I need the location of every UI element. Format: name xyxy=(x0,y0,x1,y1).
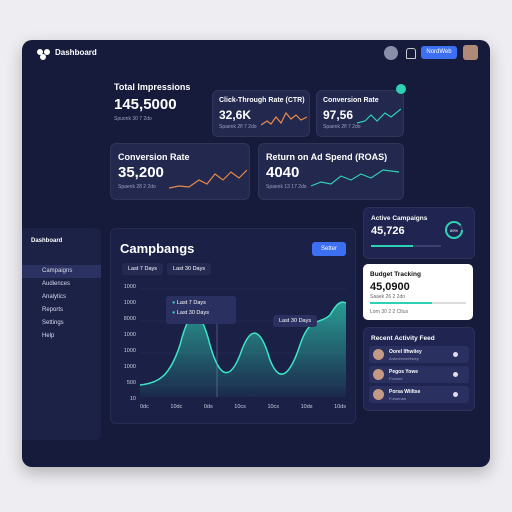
feed-avatar xyxy=(373,349,384,360)
menu-item[interactable]: Analytics xyxy=(42,294,67,300)
x-label: 10dc xyxy=(170,404,183,410)
y-label: 500 xyxy=(126,380,136,386)
feed-list: Oorel Ifhwiiey Ardechnonfewey Pegos Yowe Fo… xyxy=(369,346,469,406)
card-title: Conversion Rate xyxy=(118,152,190,162)
feed-name: Pegos Yowe xyxy=(389,369,418,375)
menu-item[interactable]: Campaigns xyxy=(42,268,73,274)
feed-dot xyxy=(453,352,458,357)
tooltip: Last 30 Days xyxy=(273,315,318,327)
card-sub: Spaenk 13 17 2do xyxy=(266,184,307,190)
main-title: Campbangs xyxy=(120,241,195,256)
x-label: 0ds xyxy=(203,404,213,410)
x-label: 10cs xyxy=(234,404,246,410)
ring-label: 89% xyxy=(449,228,458,233)
menu-item[interactable]: Settings xyxy=(42,320,64,326)
feed-avatar xyxy=(373,369,384,380)
x-label: 0dc xyxy=(140,404,149,410)
card-value: 35,200 xyxy=(118,164,164,181)
ring xyxy=(445,221,463,239)
progress xyxy=(370,302,466,304)
x-label: 10ds xyxy=(300,404,313,410)
y-label: 1000 xyxy=(123,348,136,354)
sparkline xyxy=(169,169,247,189)
feed-dot xyxy=(453,392,458,397)
bell-icon[interactable] xyxy=(406,48,416,59)
card-title: Active Campaigns xyxy=(371,215,428,222)
feed-card: Recent Activity Feed Oorel Ifhwiiey Ardec… xyxy=(363,327,475,411)
x-labels: 0dc 10dc 0ds 10cs 10cs 10ds 10ds xyxy=(140,404,346,410)
sidebar xyxy=(22,228,101,440)
user-avatar[interactable] xyxy=(463,45,478,60)
card-sub: Spaenk 28 2 2do xyxy=(118,184,156,190)
card-title: Total Impressions xyxy=(114,82,191,92)
sidebar-menu: Campaigns Audiences Analytics Reports Se… xyxy=(22,265,101,343)
progress xyxy=(371,245,441,247)
card-title: Budget Tracking xyxy=(370,271,421,278)
sidebar-title: Dashboard xyxy=(31,238,63,244)
menu-item[interactable]: Reports xyxy=(42,307,64,313)
sparkline xyxy=(357,108,401,124)
legend-item: ● Last 30 Days xyxy=(172,310,209,316)
card-title: Conversion Rate xyxy=(323,97,379,104)
feed-item: Oorel Ifhwiiey Ardechnonfewey xyxy=(369,346,469,363)
feed-title: Recent Activity Feed xyxy=(371,335,435,342)
legend-item: ● Last 7 Days xyxy=(172,300,206,306)
card-conversion-2: Conversion Rate 35,200 Spaenk 28 2 2do xyxy=(110,143,250,200)
card-value: 45,726 xyxy=(371,225,405,237)
legend-popup: ● Last 7 Days ● Last 30 Days xyxy=(166,296,236,324)
avatar[interactable] xyxy=(384,46,398,60)
card-ctr: Click-Through Rate (CTR) 32,6K Spaenk 2f… xyxy=(212,90,310,137)
card-value: 97,56 xyxy=(323,108,354,122)
x-label: 10cs xyxy=(267,404,280,410)
card-title: Click-Through Rate (CTR) xyxy=(219,97,305,104)
card-value: 32,6K xyxy=(219,108,252,122)
y-label: 1000 xyxy=(123,284,136,290)
sparkline xyxy=(311,169,399,187)
y-label: 1000 xyxy=(123,300,136,306)
card-title: Return on Ad Spend (ROAS) xyxy=(266,152,388,162)
header-title: Dashboard xyxy=(55,48,97,57)
card-impressions: Total Impressions 145,5000 Spuonk 30 7 2… xyxy=(114,82,190,122)
feed-avatar xyxy=(373,389,384,400)
y-label: 1000 xyxy=(123,332,136,338)
card-value: 145,5000 xyxy=(114,96,177,113)
logo xyxy=(36,47,52,60)
feed-name: Porsa Wiiltse xyxy=(389,389,421,395)
menu-item[interactable]: Audiences xyxy=(42,281,71,287)
card-sub: Spaenk 2fl 7 2do xyxy=(323,124,361,130)
sidebar-active xyxy=(22,265,101,278)
card-value: 4040 xyxy=(266,164,300,181)
main-button[interactable]: Setter xyxy=(312,242,346,256)
y-label: 1000 xyxy=(123,364,136,370)
active-card: Active Campaigns 45,726 89% xyxy=(363,207,475,259)
card-roas: Return on Ad Spend (ROAS) 4040 Spaenk 13… xyxy=(258,143,404,200)
tab[interactable]: Last 30 Days xyxy=(167,263,212,275)
feed-sub: Ardechnonfewey xyxy=(389,356,419,361)
y-label: 10 xyxy=(129,396,136,402)
card-foot: Lorn 30 2 2 Cltus xyxy=(370,309,409,315)
card-conversion: Conversion Rate 97,56 Spaenk 2fl 7 2do xyxy=(316,90,404,137)
card-sub: Spuonk 30 7 2do xyxy=(114,116,152,122)
y-labels: 1000 1000 8000 1000 1000 1000 500 10 xyxy=(118,284,136,412)
feed-sub: Fonuee xyxy=(389,376,403,381)
badge xyxy=(396,84,406,94)
budget-card: Budget Tracking 45,0900 Saaek 26 2 2do L… xyxy=(363,264,473,320)
feed-item: Porsa Wiiltse Forsenaa xyxy=(369,386,469,403)
tab[interactable]: Last 7 Days xyxy=(122,263,164,275)
legend-label: Last 7 Days xyxy=(176,300,206,306)
header-button[interactable]: NordWeb xyxy=(421,46,457,59)
legend-label: Last 30 Days xyxy=(176,310,209,316)
card-sub: Saaek 26 2 2do xyxy=(370,294,406,300)
feed-name: Oorel Ifhwiiey xyxy=(389,349,422,355)
sparkline xyxy=(261,111,307,126)
feed-item: Pegos Yowe Fonuee xyxy=(369,366,469,383)
menu-item[interactable]: Help xyxy=(42,333,55,339)
feed-sub: Forsenaa xyxy=(389,396,406,401)
y-label: 8000 xyxy=(123,316,136,322)
feed-dot xyxy=(453,372,458,377)
card-value: 45,0900 xyxy=(370,281,410,293)
x-label: 10ds xyxy=(334,404,346,410)
card-sub: Spaenk 2fl 7 2do xyxy=(219,124,257,130)
